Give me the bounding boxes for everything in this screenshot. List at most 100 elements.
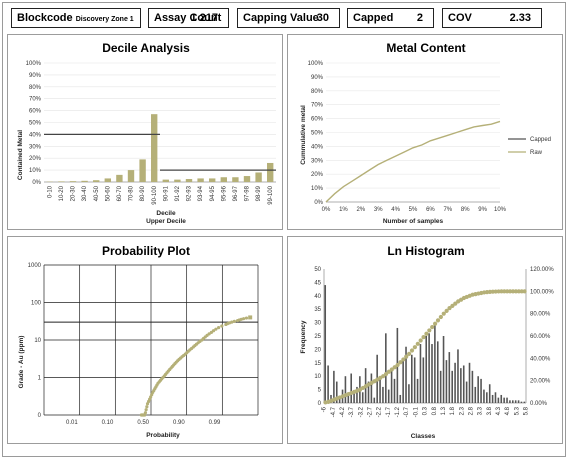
decile-bar [162,179,169,182]
hist-bar [408,384,410,403]
hist-bar [399,394,402,403]
hist-bar [471,370,474,403]
ln-histogram-chart: Ln Histogram Frequency Classes 0 5 10 15 20 2… [300,244,554,440]
prob-ytick-label: 1000 [28,263,42,269]
hist-y2tick-label: 100.00% [530,289,554,295]
hist-ytick-label: 50 [314,267,321,273]
hist-bar [483,389,485,403]
hist-xtick-label: 4.8 [505,406,511,415]
decile-xtick-label: 80-90 [140,185,146,201]
hist-bar [445,360,448,403]
metal-xtick-label: 10% [494,207,507,213]
hist-bar [425,336,428,403]
prob-point [242,317,246,321]
hist-bar [405,346,407,403]
hist-cumulative-point [453,301,458,306]
hist-xtick-label: 3.8 [487,406,493,415]
hist-cumulative-point [438,314,443,320]
hist-bar [442,336,445,403]
hist-bar [356,386,358,403]
hist-bar [448,352,451,403]
prob-point [232,319,236,323]
metal-xtick-label: 9% [478,207,487,213]
decile-analysis-chart: Decile Analysis Contained Metal Decile U… [17,41,276,225]
decile-xtick-label: 90-91 [163,185,169,201]
metal-ytick-label: 30% [311,158,324,164]
hist-bar [491,394,494,403]
hist-xtick-label: -6 [322,406,328,412]
decile-bar [209,178,216,182]
hist-y2tick-label: 120.00% [530,267,554,273]
hist-xtick-label: 4.3 [496,406,502,415]
decile-ytick-label: 0% [32,180,41,186]
cov-value: 2.33 [509,12,531,24]
hist-bar [500,394,503,403]
hist-bar [460,368,462,403]
metal-ytick-label: 70% [311,103,324,109]
hist-xtick-label: 2.3 [459,406,465,415]
hist-y2tick-label: 40.00% [530,356,551,362]
hist-cumulative-point [381,374,386,379]
hist-y2tick-label: 20.00% [530,379,551,385]
hist-bar [344,376,347,403]
metal-ytick-label: 90% [311,75,324,81]
decile-ytick-label: 40% [29,132,42,138]
hist-bar [387,389,390,403]
decile-xtick-label: 93-94 [198,185,204,201]
prob-point [144,408,148,412]
hist-xtick-label: -3.7 [349,406,355,417]
hist-xtick-label: -3.2 [358,406,364,417]
decile-bar [127,170,135,182]
hist-cumulative-point [421,335,426,340]
decile-xtick-label: 92-93 [187,185,193,201]
hist-bar [486,392,488,403]
hist-cumulative-point [441,311,446,316]
hist-bar [517,400,520,403]
metal-content-chart: Metal Content Cummulative metal Number o… [300,41,551,225]
metal-ytick-label: 100% [308,61,324,67]
hist-bar [413,357,416,403]
prob-point [230,320,234,324]
decile-ytick-label: 90% [29,73,42,79]
decile-bar [81,180,88,182]
hist-cumulative-point [404,354,409,359]
decile-bar [139,159,146,182]
decile-bar [185,179,193,182]
hist-bar [382,386,384,403]
metal-xtick-label: 8% [461,207,470,213]
decile-xtick-label: 50-60 [105,185,111,201]
hist-cumulative-point [427,328,432,333]
hist-bar [434,322,436,403]
hist-xtick-label: 0.8 [432,406,438,415]
metal-xtick-label: 2% [356,207,365,213]
hist-bar [497,397,500,403]
hist-bar [353,392,355,403]
hist-y2tick-label: 80.00% [530,312,551,318]
decile-xlabel: Decile [156,210,176,217]
prob-xtick-label: 0.10 [102,420,114,426]
decile-xtick-label: 60-70 [117,185,123,201]
decile-bar [220,177,227,182]
decile-ytick-label: 30% [29,144,42,150]
hist-cumulative-point [383,371,389,377]
probability-plot-chart: Probability Plot Grade - Au (ppm) Probab… [18,244,259,439]
hist-xtick-label: 0.3 [423,406,429,415]
hist-bar [488,384,491,403]
metal-ytick-label: 60% [311,117,324,123]
metal-ytick-label: 40% [311,144,324,150]
hist-ytick-label: 0 [318,401,322,407]
hist-bar [385,333,387,403]
prob-ytick-label: 1 [38,376,42,382]
decile-ylabel: Contained Metal [17,130,24,180]
decile-xtick-label: 40-50 [94,185,100,201]
hist-xtick-label: -1.2 [395,406,401,417]
capped-box: Capped 2 [347,8,434,28]
cov-label: COV [448,12,472,24]
prob-ytick-label: 10 [34,338,41,344]
hist-bar [390,368,393,403]
assay-count-value: 1 217 [190,12,218,24]
metal-ylabel: Cummulative metal [300,105,307,165]
decile-bar [69,181,77,182]
hist-bar [422,357,425,403]
hist-y2tick-label: 60.00% [530,334,551,340]
